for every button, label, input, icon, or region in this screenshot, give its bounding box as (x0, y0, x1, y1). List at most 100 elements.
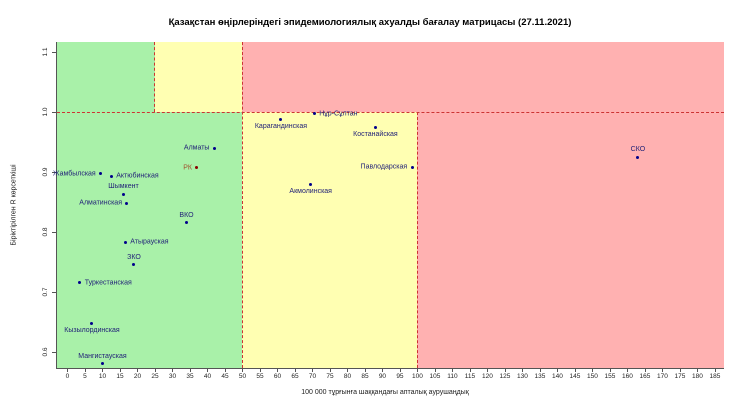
x-tick-label: 55 (256, 373, 264, 380)
x-tick-label: 125 (499, 373, 511, 380)
point-label: ЗКО (127, 253, 141, 261)
y-tick-label: 1.1 (41, 47, 49, 57)
y-tick-label: 0.6 (41, 347, 49, 357)
x-tick-mark (574, 369, 576, 372)
point-label: Нұр-Сұлтан (319, 110, 358, 118)
point-label: РК (183, 164, 192, 172)
x-tick-mark (119, 369, 121, 372)
point-label: Шымкент (108, 183, 139, 191)
data-point (309, 182, 313, 186)
x-tick-mark (644, 369, 646, 372)
point-label: Жамбылская (53, 170, 96, 178)
x-tick-mark (504, 369, 506, 372)
threshold-line-vertical (416, 112, 418, 368)
x-tick-mark (557, 369, 559, 372)
x-tick-mark (627, 369, 629, 372)
x-tick-label: 25 (151, 373, 159, 380)
zone-yellow (154, 42, 243, 112)
data-point (121, 192, 125, 196)
data-point (90, 321, 94, 325)
threshold-line-vertical (241, 42, 243, 368)
x-tick-mark (364, 369, 366, 372)
x-tick-label: 160 (621, 373, 633, 380)
x-tick-mark (347, 369, 349, 372)
x-tick-label: 165 (639, 373, 651, 380)
x-tick-label: 45 (221, 373, 229, 380)
x-tick-mark (417, 369, 419, 372)
x-tick-label: 185 (709, 373, 721, 380)
y-axis-line (56, 42, 57, 369)
x-tick-label: 30 (168, 373, 177, 380)
x-tick-label: 95 (396, 373, 404, 380)
x-tick-label: 170 (656, 373, 668, 380)
x-tick-label: 90 (378, 373, 387, 380)
data-point (123, 240, 127, 244)
x-tick-mark (697, 369, 699, 372)
y-tick-mark (52, 231, 56, 233)
point-label: СКО (630, 146, 646, 153)
y-tick-mark (52, 291, 56, 293)
data-point (132, 263, 136, 267)
x-tick-label: 15 (116, 373, 124, 380)
x-tick-mark (522, 369, 524, 372)
x-tick-label: 10 (98, 373, 107, 380)
x-tick-label: 155 (604, 373, 616, 380)
x-tick-label: 60 (273, 373, 282, 380)
data-point (100, 362, 104, 366)
data-point (279, 117, 283, 121)
x-tick-mark (189, 369, 191, 372)
x-tick-label: 140 (551, 373, 563, 380)
x-tick-label: 20 (133, 373, 142, 380)
data-point (99, 172, 103, 176)
zone-red (417, 112, 724, 368)
x-tick-label: 130 (516, 373, 528, 380)
x-tick-mark (172, 369, 174, 372)
x-tick-label: 70 (308, 373, 317, 380)
y-tick-mark (52, 52, 56, 54)
point-label: Костанайская (353, 131, 398, 138)
zone-green (57, 112, 243, 368)
point-label: Мангистауская (78, 352, 127, 360)
x-tick-mark (312, 369, 314, 372)
x-tick-label: 65 (291, 373, 299, 380)
point-label: Туркестанская (84, 279, 132, 287)
point-label: Атырауская (130, 238, 169, 246)
x-tick-mark (224, 369, 226, 372)
x-tick-mark (679, 369, 681, 372)
point-label: Алматинская (79, 199, 122, 207)
x-tick-label: 145 (569, 373, 581, 380)
x-tick-mark (662, 369, 664, 372)
x-tick-mark (207, 369, 209, 372)
x-tick-mark (277, 369, 279, 372)
point-label: Алматы (183, 144, 210, 152)
data-point (195, 166, 199, 170)
zone-red (242, 42, 724, 112)
point-label: Карагандинская (254, 123, 308, 131)
x-tick-label: 75 (326, 373, 334, 380)
x-tick-label: 180 (691, 373, 703, 380)
x-tick-mark (154, 369, 156, 372)
y-tick-label: 0.8 (41, 227, 49, 237)
x-tick-mark (469, 369, 471, 372)
x-tick-mark (539, 369, 541, 372)
point-label: Кызылординская (64, 327, 120, 335)
x-tick-mark (242, 369, 244, 372)
data-point (636, 155, 640, 159)
x-tick-mark (399, 369, 401, 372)
x-tick-label: 80 (343, 373, 352, 380)
x-axis-title: 100 000 тұрғынға шаққандағы апталық ауру… (301, 389, 469, 396)
x-tick-label: 85 (361, 373, 369, 380)
x-tick-mark (84, 369, 86, 372)
x-tick-mark (329, 369, 331, 372)
x-tick-mark (452, 369, 454, 372)
threshold-line-vertical (154, 42, 156, 112)
x-tick-mark (67, 369, 69, 372)
y-tick-mark (52, 351, 56, 353)
zone-yellow (242, 112, 418, 368)
x-tick-label: 40 (203, 373, 212, 380)
x-tick-label: 35 (186, 373, 194, 380)
point-label: Акмолинская (289, 188, 332, 195)
x-tick-mark (259, 369, 261, 372)
x-tick-mark (434, 369, 436, 372)
x-tick-label: 105 (429, 373, 441, 380)
